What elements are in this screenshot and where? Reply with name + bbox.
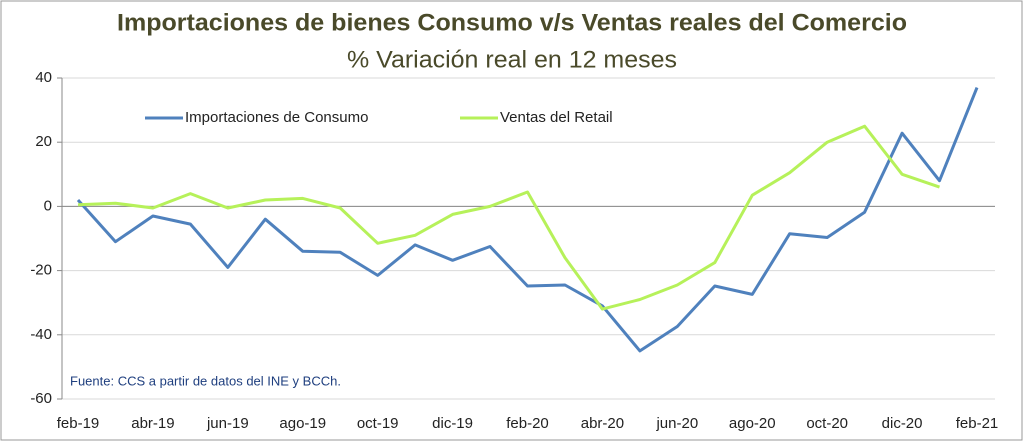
y-tick-label: 0 [44, 197, 52, 214]
y-tick-label: 40 [35, 69, 52, 86]
x-tick-label: oct-19 [357, 415, 399, 432]
series-line [76, 87, 979, 353]
x-tick-label: feb-19 [57, 415, 100, 432]
x-tick-label: abr-19 [131, 415, 174, 432]
y-tick-label: 20 [35, 133, 52, 150]
x-tick-label: abr-20 [581, 415, 624, 432]
y-tick-label: -60 [30, 390, 52, 407]
legend-label: Ventas del Retail [500, 109, 613, 126]
chart-title: Importaciones de bienes Consumo v/s Vent… [117, 9, 907, 36]
y-tick-label: -40 [30, 326, 52, 343]
source-note: Fuente: CCS a partir de datos del INE y … [70, 373, 341, 388]
y-tick-label: -20 [30, 262, 52, 279]
series-line [77, 124, 940, 311]
x-tick-label: dic-19 [432, 415, 473, 432]
x-tick-label: feb-21 [956, 415, 999, 432]
x-tick-label: jun-19 [206, 415, 249, 432]
legend-label: Importaciones de Consumo [185, 109, 368, 126]
x-tick-label: jun-20 [655, 415, 698, 432]
x-tick-label: dic-20 [882, 415, 923, 432]
x-tick-label: feb-20 [506, 415, 549, 432]
x-tick-label: ago-20 [729, 415, 776, 432]
x-tick-label: ago-19 [279, 415, 326, 432]
chart-subtitle: % Variación real en 12 meses [347, 46, 677, 73]
x-tick-label: oct-20 [806, 415, 848, 432]
